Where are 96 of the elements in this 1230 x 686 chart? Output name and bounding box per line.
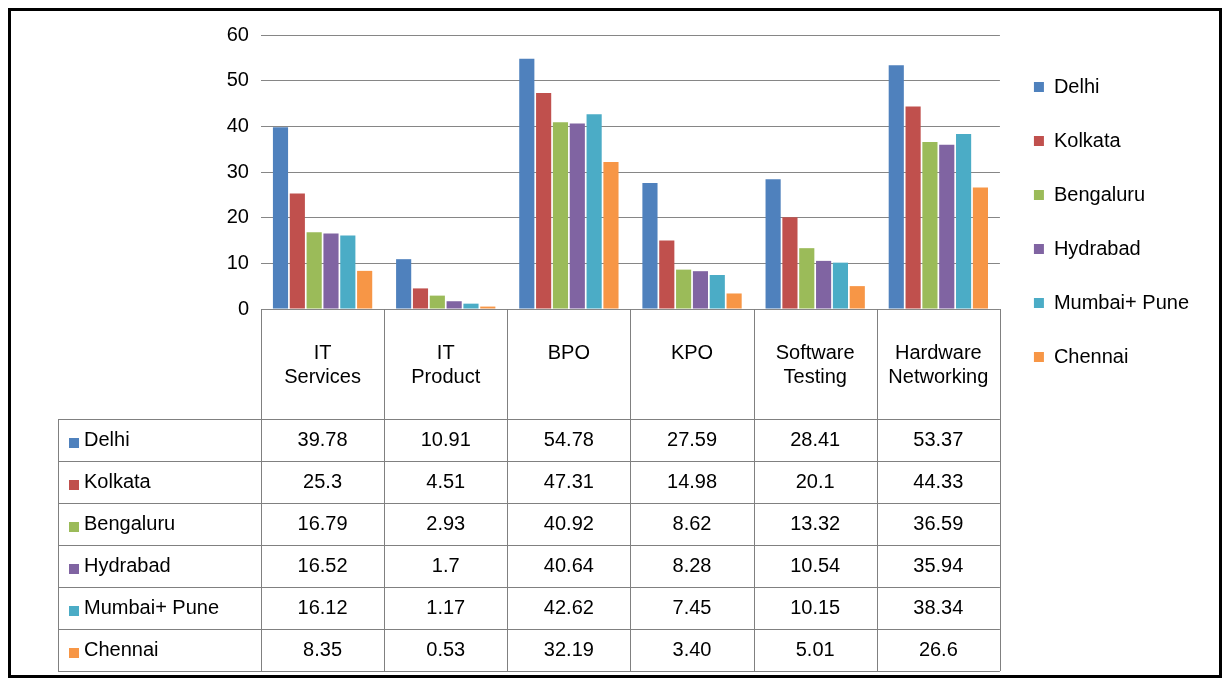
text: Bengaluru (84, 511, 176, 534)
bar (799, 248, 815, 309)
bar (586, 114, 602, 309)
data-label: 1.17 (426, 595, 466, 618)
data-label: 28.41 (790, 427, 841, 450)
data-label: 32.19 (543, 637, 594, 660)
bar (849, 286, 865, 309)
x-tick-label: BPO (547, 340, 591, 363)
bar (429, 295, 445, 309)
x-tick-label: KPO (670, 340, 714, 363)
x-tick-label: Hardware Networking (888, 340, 989, 387)
data-label: 36.59 (913, 511, 964, 534)
data-label: 25.3 (303, 469, 343, 492)
data-label: 40.92 (543, 511, 594, 534)
x-tick-label: IT Product (411, 340, 481, 387)
bar (765, 179, 781, 309)
data-label: 39.78 (297, 427, 348, 450)
data-label: 8.62 (672, 511, 712, 534)
bar (709, 274, 725, 309)
bar (659, 240, 675, 309)
bar (832, 262, 849, 309)
text: Mumbai+ Pune (84, 595, 220, 618)
data-label: 40.64 (543, 553, 594, 576)
y-tick-label: 0 (237, 296, 249, 319)
data-label: 2.93 (426, 511, 466, 534)
text: Kolkata (84, 469, 151, 492)
bar (519, 58, 535, 309)
data-label: 10.15 (790, 595, 841, 618)
bar (569, 123, 585, 309)
legend-label: Delhi (1053, 74, 1100, 97)
bar (396, 259, 412, 309)
bar (323, 233, 339, 309)
bar (446, 301, 462, 309)
bar (642, 183, 658, 309)
data-label: 10.54 (790, 553, 841, 576)
bar (922, 141, 938, 309)
bar (972, 187, 988, 309)
bar (939, 144, 955, 309)
bar (726, 293, 742, 309)
legend-label: Hydrabad (1053, 236, 1141, 259)
bar (816, 260, 832, 309)
y-tick-label: 60 (226, 22, 249, 45)
bar (956, 133, 972, 309)
data-label: 47.31 (543, 469, 594, 492)
data-label: 54.78 (543, 427, 594, 450)
data-label: 35.94 (913, 553, 964, 576)
data-label: 20.1 (795, 469, 835, 492)
data-label: 53.37 (913, 427, 964, 450)
y-tick-label: 30 (226, 159, 249, 182)
data-label: 42.62 (543, 595, 594, 618)
bar (905, 106, 921, 309)
bar (412, 288, 429, 309)
data-label: 4.51 (426, 469, 466, 492)
legend-label: Mumbai+ Pune (1053, 290, 1189, 313)
text: Chennai (84, 637, 159, 660)
y-tick-label: 40 (226, 113, 249, 136)
data-label: 16.12 (297, 595, 348, 618)
legend-label: Bengaluru (1053, 182, 1146, 205)
y-tick-label: 50 (226, 68, 249, 91)
bar (289, 193, 305, 309)
legend-label: Chennai (1053, 344, 1129, 367)
data-label: 38.34 (913, 595, 964, 618)
data-label: 16.79 (297, 511, 348, 534)
bar (603, 162, 619, 309)
data-label: 5.01 (795, 637, 835, 660)
bar (782, 217, 798, 309)
bar (357, 270, 373, 309)
data-label: 7.45 (672, 595, 712, 618)
data-label: 8.28 (672, 553, 712, 576)
data-label: 0.53 (426, 637, 466, 660)
data-label: 13.32 (790, 511, 841, 534)
legend-label: Kolkata (1053, 128, 1122, 151)
y-tick-label: 20 (226, 205, 249, 228)
data-label: 16.52 (297, 553, 348, 576)
data-label: 14.98 (667, 469, 718, 492)
bar (463, 303, 479, 309)
data-label: 3.40 (672, 637, 712, 660)
bar (692, 271, 709, 309)
data-label: 10.91 (420, 427, 471, 450)
bar (552, 122, 569, 309)
x-tick-label: Software Testing (775, 340, 855, 387)
data-label: 26.6 (918, 637, 958, 660)
bar (340, 235, 356, 309)
data-label: 27.59 (667, 427, 718, 450)
bar (536, 92, 552, 309)
bar (272, 127, 289, 309)
bar (888, 65, 904, 309)
x-tick-label: IT Services (284, 340, 361, 387)
text: Delhi (84, 427, 130, 450)
text: Hydrabad (84, 553, 171, 576)
data-label: 44.33 (913, 469, 964, 492)
data-label: 8.35 (303, 637, 343, 660)
y-tick-label: 10 (226, 250, 249, 273)
bar (676, 269, 692, 309)
bar (306, 232, 322, 309)
data-label: 1.7 (431, 553, 460, 576)
